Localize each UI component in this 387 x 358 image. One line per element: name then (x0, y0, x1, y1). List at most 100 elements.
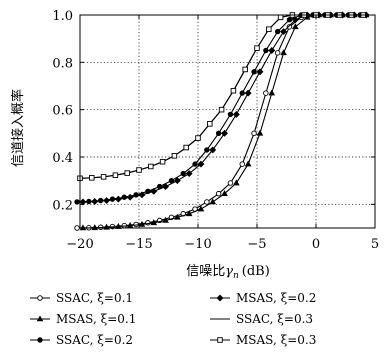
data-point (180, 170, 186, 177)
data-point (242, 66, 248, 73)
data-point (195, 135, 201, 141)
legend-item: MSAS, ξ=0.1 (30, 312, 136, 326)
series-line (79, 14, 364, 179)
data-point (230, 87, 237, 94)
legend-label: MSAS, ξ=0.1 (56, 312, 136, 326)
data-point (277, 14, 284, 21)
legend-label: SSAC, ξ=0.3 (236, 312, 313, 326)
y-tick-label: 0.2 (52, 198, 73, 213)
data-point (239, 90, 245, 96)
data-point (150, 187, 158, 195)
data-point (89, 175, 95, 181)
data-point (173, 177, 181, 185)
data-point (112, 172, 119, 178)
data-point (185, 170, 193, 178)
data-point (197, 205, 205, 212)
data-point (268, 89, 276, 96)
data-point (115, 222, 122, 229)
data-point (197, 160, 205, 168)
data-point (216, 294, 224, 302)
data-point (138, 191, 146, 199)
y-tick-label: 0.6 (52, 104, 73, 119)
data-point (136, 167, 142, 173)
x-tick-label: −20 (66, 237, 93, 252)
data-point (251, 69, 257, 75)
data-point (138, 220, 146, 227)
series (79, 14, 364, 179)
data-point (221, 190, 228, 196)
data-point (36, 315, 44, 322)
y-tick-label: 0.4 (52, 151, 73, 166)
data-point (256, 129, 264, 136)
data-point (251, 130, 257, 137)
y-axis-label: 信道接入概率 (10, 89, 26, 167)
data-point (244, 89, 252, 97)
data-point (185, 210, 193, 217)
data-point (227, 111, 234, 118)
data-point (292, 23, 299, 30)
data-point (286, 17, 293, 23)
x-tick-label: −5 (247, 237, 266, 252)
x-axis-label-prefix: 信噪比 (186, 264, 225, 279)
data-point (79, 198, 87, 206)
data-point (268, 46, 276, 55)
tick-labels: −20 −15 −10 −5 0 5 0.2 0.4 0.6 0.8 1.0 (52, 9, 379, 252)
data-point (263, 47, 269, 54)
data-point (233, 179, 240, 186)
data-point (192, 161, 198, 167)
series (77, 12, 366, 182)
x-axis-label-symbol: γ (225, 264, 233, 279)
data-point (266, 26, 272, 32)
x-tick-label: −10 (184, 237, 211, 252)
data-point (227, 180, 234, 186)
data-point (256, 68, 264, 76)
data-point (286, 24, 293, 30)
data-point (174, 213, 181, 220)
data-point (148, 163, 154, 170)
data-point (171, 153, 178, 159)
x-tick-label: 0 (312, 237, 320, 252)
y-tick-label: 1.0 (52, 9, 73, 24)
data-point (150, 219, 158, 226)
legend-item: SSAC, ξ=0.3 (210, 312, 313, 326)
data-point (254, 45, 260, 51)
x-axis-label-subscript: n (233, 271, 239, 281)
series-layer (74, 11, 370, 231)
data-point (207, 121, 213, 127)
data-point (204, 199, 210, 205)
ticks (79, 14, 376, 228)
series (79, 11, 370, 206)
data-point (161, 183, 170, 191)
data-point (239, 161, 245, 167)
legend-item: SSAC, ξ=0.1 (30, 291, 133, 305)
data-point (74, 199, 80, 205)
data-point (217, 337, 223, 343)
legend-label: MSAS, ξ=0.3 (236, 333, 316, 347)
legend-label: SSAC, ξ=0.1 (56, 291, 133, 305)
series-line (79, 14, 364, 179)
data-point (220, 129, 229, 137)
x-axis-label: 信噪比γn (dB) (186, 264, 270, 281)
data-point (209, 146, 217, 154)
data-point (145, 220, 151, 226)
data-point (114, 195, 122, 203)
data-point (279, 28, 288, 36)
data-point (263, 90, 269, 96)
data-point (209, 198, 217, 205)
legend-item: MSAS, ξ=0.3 (210, 333, 316, 347)
data-point (37, 337, 43, 343)
data-point (274, 50, 281, 56)
x-tick-label: 5 (371, 237, 379, 252)
data-point (162, 216, 169, 223)
data-point (244, 160, 252, 167)
data-point (124, 170, 130, 176)
data-point (280, 49, 287, 56)
data-point (204, 147, 210, 153)
data-point (291, 16, 299, 24)
data-point (274, 28, 281, 35)
x-axis-label-unit: (dB) (242, 264, 270, 279)
data-point (232, 110, 240, 118)
legend-item: MSAS, ξ=0.2 (210, 291, 316, 305)
legend-item: SSAC, ξ=0.2 (30, 333, 133, 347)
